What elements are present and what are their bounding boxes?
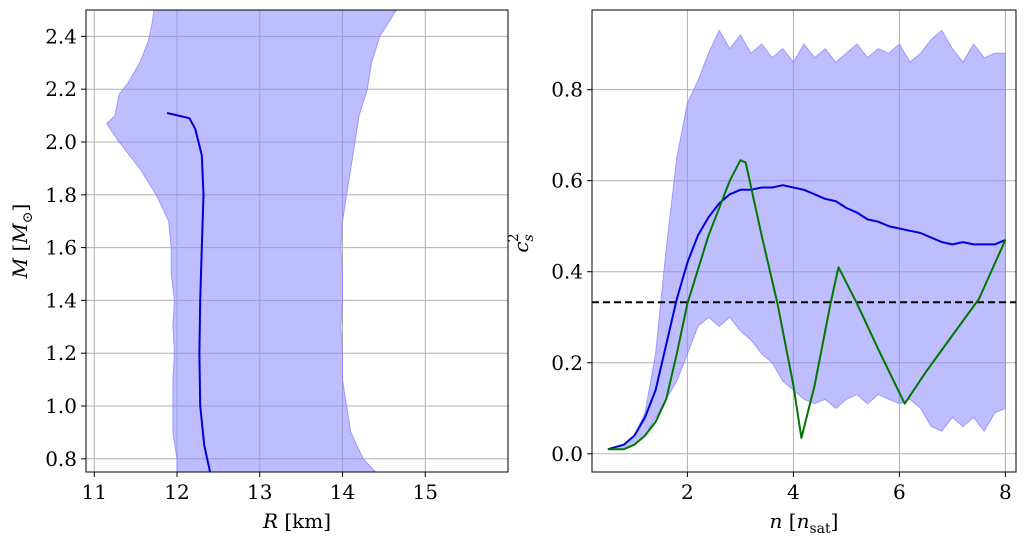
- mass-radius-y-axis-label: M [M⊙]: [8, 204, 36, 280]
- y-tick-label: 0.8: [45, 447, 77, 471]
- series-line-0: [166, 112, 212, 473]
- x-tick-label: 4: [787, 480, 800, 504]
- y-tick-label: 1.0: [45, 394, 77, 418]
- x-tick-label: 13: [247, 480, 272, 504]
- mass-radius-panel: 11 12 13 14 15 0.8 1.0 1.2 1.4 1.6 1.8 2.0 2.2 2.4 R …: [8, 9, 509, 533]
- y-tick-label: 2.0: [45, 130, 77, 154]
- x-tick-label: 6: [893, 480, 906, 504]
- sound-speed-panel: 2 4 6 8 0.0 0.2 0.4 0.6 0.8 n [nsat] cs2: [506, 9, 1017, 537]
- sound-speed-axes-frame: [591, 9, 1017, 473]
- sound-speed-curves: [607, 159, 1007, 451]
- y-tick-label: 0.0: [551, 442, 583, 466]
- y-tick-label: 2.4: [45, 24, 77, 48]
- x-tick-label: 8: [999, 480, 1012, 504]
- y-tick-label: 0.8: [551, 78, 583, 102]
- x-tick-label: 2: [681, 480, 694, 504]
- series-line-1: [607, 159, 1007, 451]
- sound-speed-y-axis-label: cs2: [506, 233, 537, 252]
- sound-speed-x-axis-label: n [nsat]: [770, 509, 839, 537]
- mass-radius-credible-band: [106, 9, 398, 473]
- mass-radius-ticks: 11 12 13 14 15 0.8 1.0 1.2 1.4 1.6 1.8 2.0 2.2 2.4: [45, 24, 438, 504]
- y-tick-label: 1.4: [45, 288, 77, 312]
- sound-speed-ticks: 2 4 6 8 0.0 0.2 0.4 0.6 0.8: [551, 78, 1012, 504]
- x-tick-label: 14: [330, 480, 355, 504]
- y-tick-label: 0.4: [551, 260, 583, 284]
- sound-speed-credible-band: [607, 29, 1006, 450]
- y-tick-label: 0.6: [551, 169, 583, 193]
- y-tick-label: 1.2: [45, 341, 77, 365]
- y-tick-label: 1.8: [45, 183, 77, 207]
- y-tick-label: 2.2: [45, 77, 77, 101]
- x-tick-label: 12: [164, 480, 189, 504]
- mass-radius-curves: [166, 112, 212, 473]
- mass-radius-axes-frame: [85, 9, 509, 473]
- x-tick-label: 15: [413, 480, 438, 504]
- y-tick-label: 1.6: [45, 236, 77, 260]
- mass-radius-x-axis-label: R [km]: [262, 509, 331, 533]
- y-tick-label: 0.2: [551, 351, 583, 375]
- x-tick-label: 11: [82, 480, 107, 504]
- series-line-0: [607, 184, 1006, 451]
